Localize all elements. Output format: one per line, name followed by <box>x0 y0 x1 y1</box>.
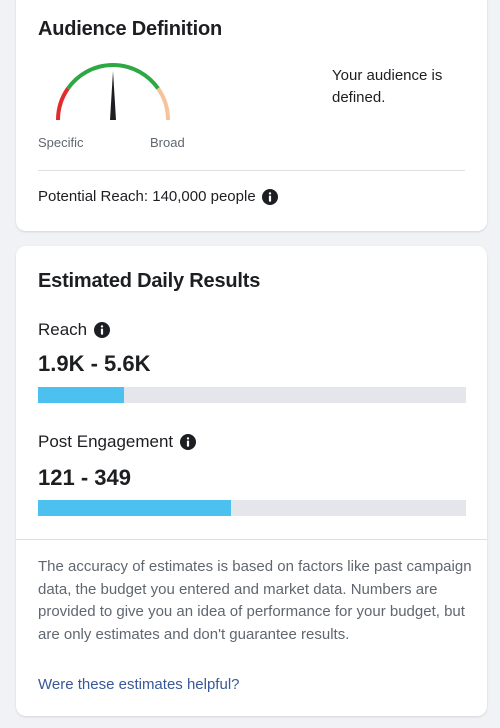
post-engagement-label-row: Post Engagement <box>38 432 197 452</box>
post-engagement-progress-bar <box>38 500 466 516</box>
estimated-daily-results-card: Estimated Daily Results Reach 1.9K - 5.6… <box>16 246 487 716</box>
reach-value: 1.9K - 5.6K <box>38 351 151 376</box>
post-engagement-progress-fill <box>38 500 231 516</box>
estimates-disclaimer: The accuracy of estimates is based on fa… <box>38 558 472 643</box>
estimated-daily-results-title: Estimated Daily Results <box>38 270 261 292</box>
reach-progress-fill <box>38 387 124 403</box>
info-icon[interactable] <box>261 188 278 205</box>
reach-label-row: Reach <box>38 320 111 340</box>
info-icon[interactable] <box>180 434 197 450</box>
audience-definition-card: Audience Definition Specific Broad Your … <box>16 0 487 231</box>
reach-progress-bar <box>38 387 466 403</box>
info-icon[interactable] <box>94 322 111 338</box>
gauge-needle <box>110 71 116 120</box>
gauge-label-broad: Broad <box>150 135 185 150</box>
divider <box>16 539 487 540</box>
audience-definition-title: Audience Definition <box>38 18 222 40</box>
potential-reach: Potential Reach: 140,000 people <box>38 188 278 205</box>
audience-gauge <box>56 63 170 121</box>
post-engagement-value: 121 - 349 <box>38 465 131 490</box>
potential-reach-text: Potential Reach: 140,000 people <box>38 188 256 205</box>
gauge-label-specific: Specific <box>38 135 84 150</box>
estimates-helpful-link[interactable]: Were these estimates helpful? <box>38 676 240 693</box>
divider <box>38 170 465 171</box>
audience-status-text: Your audience is defined. <box>332 67 443 106</box>
gauge-arc-defined <box>66 63 160 90</box>
gauge-arc-broad <box>156 87 170 121</box>
reach-label: Reach <box>38 320 88 339</box>
post-engagement-label: Post Engagement <box>38 432 174 451</box>
gauge-arc-specific <box>56 87 70 121</box>
